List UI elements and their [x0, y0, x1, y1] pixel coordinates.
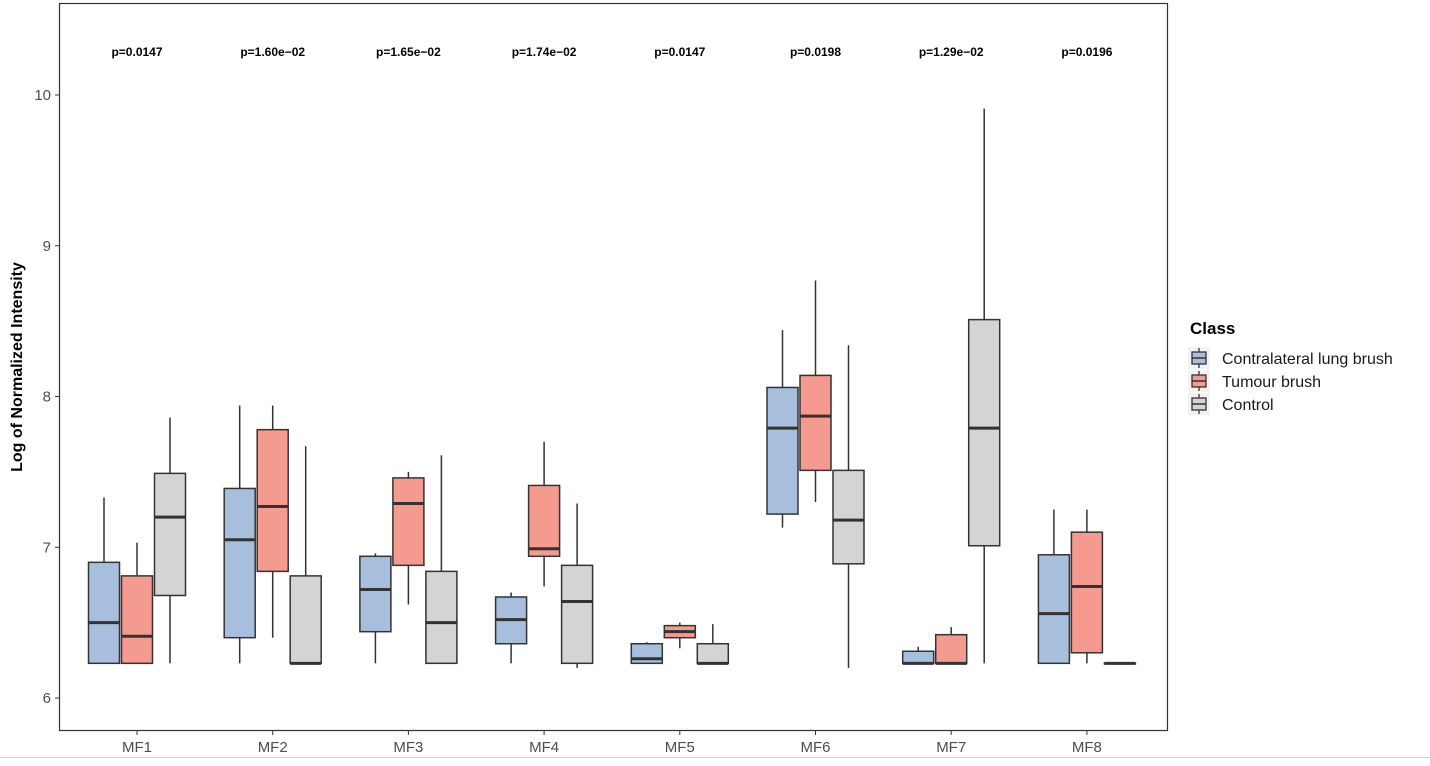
legend-label: Contralateral lung brush	[1222, 351, 1393, 368]
x-tick-label: MF7	[936, 739, 966, 756]
box-iqr	[87, 561, 121, 665]
box-mf3-0	[359, 553, 392, 664]
box-iqr	[153, 472, 187, 597]
box-iqr	[560, 564, 594, 665]
box-iqr	[527, 484, 561, 558]
box-iqr	[832, 469, 865, 565]
y-tick-label: 8	[43, 389, 51, 406]
box-mf8-1	[1070, 509, 1104, 664]
box-iqr	[799, 374, 832, 472]
divider	[0, 757, 1430, 758]
box-mf3-1	[392, 471, 425, 605]
x-tick-label: MF1	[122, 739, 152, 756]
box-iqr	[901, 650, 935, 665]
box-iqr	[1037, 554, 1071, 665]
p-value-annotation: p=0.0147	[654, 45, 705, 59]
box-iqr	[256, 428, 289, 573]
box-mf5-1	[663, 622, 697, 649]
box-mf4-1	[527, 441, 561, 587]
box-mf2-1	[256, 405, 289, 638]
legend-label: Control	[1222, 397, 1274, 414]
box-mf8-2	[1103, 661, 1137, 665]
box-iqr	[934, 633, 968, 665]
box-iqr	[630, 642, 664, 665]
box-mf3-2	[425, 455, 458, 665]
p-value-annotation: p=1.60e−02	[240, 45, 305, 59]
box-iqr	[766, 386, 799, 515]
box-mf4-0	[494, 592, 528, 664]
p-value-annotation: p=0.0196	[1061, 45, 1112, 59]
x-tick-label: MF2	[258, 739, 288, 756]
p-value-annotation: p=0.0147	[111, 45, 162, 59]
legend: Class Contralateral lung brush Tumour bru…	[1188, 319, 1393, 415]
box-mf5-0	[630, 642, 664, 665]
box-mf1-0	[87, 497, 121, 665]
box-iqr	[289, 575, 322, 665]
box-mf6-2	[832, 345, 865, 668]
box-mf8-0	[1037, 509, 1071, 665]
x-tick-label: MF4	[529, 739, 559, 756]
box-iqr	[392, 477, 425, 567]
box-iqr	[359, 555, 392, 633]
box-iqr	[967, 318, 1001, 547]
p-value-annotation: p=0.0198	[790, 45, 841, 59]
box-iqr	[1070, 531, 1104, 654]
box-mf5-2	[696, 624, 730, 665]
p-value-annotation: p=1.74e−02	[512, 45, 577, 59]
box-mf1-2	[153, 417, 187, 664]
box-mf7-2	[967, 108, 1001, 664]
box-mf1-1	[120, 542, 154, 665]
y-tick-label: 9	[43, 238, 51, 255]
box-mf6-0	[766, 330, 799, 528]
x-tick-label: MF6	[801, 739, 831, 756]
box-mf4-2	[560, 503, 594, 668]
y-tick-label: 10	[34, 87, 51, 104]
y-tick-label: 7	[43, 539, 51, 556]
x-tick-label: MF5	[665, 739, 695, 756]
y-axis-label: Log of Normalized Intensity	[9, 262, 26, 472]
x-tick-label: MF3	[393, 739, 423, 756]
box-mf2-2	[289, 446, 322, 665]
box-iqr	[223, 487, 256, 639]
box-mf2-0	[223, 405, 256, 664]
y-tick-label: 6	[43, 690, 51, 707]
legend-label: Tumour brush	[1222, 374, 1321, 391]
x-tick-label: MF8	[1072, 739, 1102, 756]
box-iqr	[120, 575, 154, 665]
box-iqr	[696, 642, 730, 665]
box-iqr	[425, 570, 458, 665]
legend-title: Class	[1190, 319, 1235, 338]
box-mf6-1	[799, 280, 832, 503]
p-value-annotation: p=1.65e−02	[376, 45, 441, 59]
box-mf7-0	[901, 646, 935, 665]
box-mf7-1	[934, 627, 968, 665]
p-value-annotation: p=1.29e−02	[919, 45, 984, 59]
